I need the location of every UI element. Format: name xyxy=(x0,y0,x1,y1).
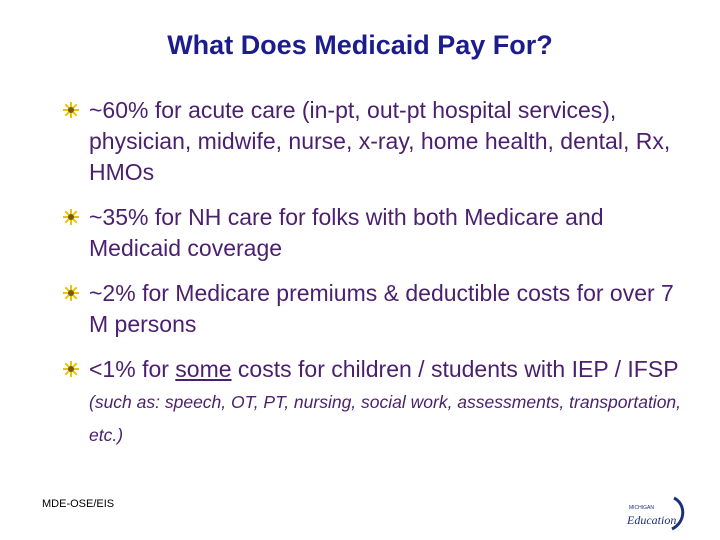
bullet-text-underlined: some xyxy=(175,356,232,382)
bullet-item: <1% for some costs for children / studen… xyxy=(62,354,682,451)
bullet-text: ~2% for Medicare premiums & deductible c… xyxy=(89,280,674,337)
slide-title: What Does Medicaid Pay For? xyxy=(167,30,553,60)
bullet-item: ~2% for Medicare premiums & deductible c… xyxy=(62,278,682,340)
bullet-text-after: costs for children / students with IEP /… xyxy=(231,356,679,382)
starburst-bullet-icon xyxy=(63,361,79,377)
bullet-text: ~60% for acute care (in-pt, out-pt hospi… xyxy=(89,97,671,185)
starburst-bullet-icon xyxy=(63,285,79,301)
bullet-text: ~35% for NH care for folks with both Med… xyxy=(89,204,604,261)
bullet-item: ~60% for acute care (in-pt, out-pt hospi… xyxy=(62,95,682,188)
bullet-text-before: <1% for xyxy=(89,356,176,382)
michigan-education-logo: MICHIGAN Education xyxy=(626,496,685,531)
logo-main-text: Education xyxy=(626,513,676,527)
bullet-item: ~35% for NH care for folks with both Med… xyxy=(62,202,682,264)
footer-label: MDE-OSE/EIS xyxy=(42,498,115,510)
logo-top-text: MICHIGAN xyxy=(629,505,654,511)
starburst-bullet-icon xyxy=(63,209,79,225)
bullet-list: ~60% for acute care (in-pt, out-pt hospi… xyxy=(62,95,682,465)
starburst-bullet-icon xyxy=(63,102,79,118)
bullet-text-small: (such as: speech, OT, PT, nursing, socia… xyxy=(89,392,682,445)
